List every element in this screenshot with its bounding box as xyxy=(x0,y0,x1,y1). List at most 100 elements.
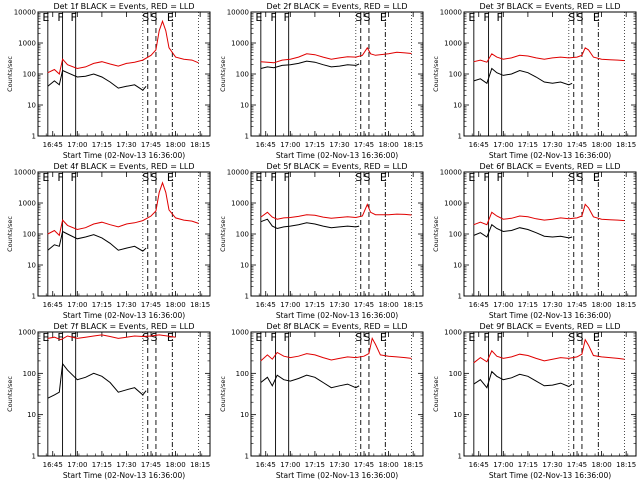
x-tick-label: 17:45 xyxy=(567,141,587,149)
x-tick-label: 16:45 xyxy=(256,461,276,469)
x-tick-label: 17:45 xyxy=(141,301,161,309)
chart-title: Det 1f BLACK = Events, RED = LLD xyxy=(53,2,194,11)
series-line-black xyxy=(47,230,147,252)
event-marker-label: E xyxy=(468,11,475,24)
y-tick-label: 10 xyxy=(27,262,36,270)
x-tick-label: 16:45 xyxy=(256,141,276,149)
event-marker-label: E xyxy=(167,171,174,184)
x-tick-label: 17:30 xyxy=(542,301,562,309)
x-tick-label: 18:00 xyxy=(166,461,186,469)
x-tick-label: 17:30 xyxy=(116,301,136,309)
x-axis-label: Start Time (02-Nov-13 16:36:00) xyxy=(489,311,611,320)
x-tick-label: 18:00 xyxy=(592,461,612,469)
x-tick-label: 17:45 xyxy=(141,461,161,469)
chart-panel-5: Det 5f BLACK = Events, RED = LLD Start Ti… xyxy=(219,162,424,320)
x-tick-label: 18:00 xyxy=(379,141,399,149)
event-marker-label: S xyxy=(568,11,575,24)
x-axis-label: Start Time (02-Nov-13 16:36:00) xyxy=(276,311,398,320)
series-line-black xyxy=(473,67,573,86)
event-marker-label: F xyxy=(71,11,77,24)
event-marker-label: S xyxy=(142,11,149,24)
y-axis-label: Counts/sec xyxy=(432,376,440,412)
x-tick-label: 17:45 xyxy=(354,461,374,469)
event-marker-label: S xyxy=(363,11,370,24)
x-tick-label: 18:00 xyxy=(592,141,612,149)
y-tick-label: 10 xyxy=(453,262,462,270)
event-marker-label: E xyxy=(255,11,262,24)
y-tick-label: 10 xyxy=(453,411,462,419)
chart-panel-1: Det 1f BLACK = Events, RED = LLD Start Ti… xyxy=(6,2,211,160)
x-tick-label: 18:00 xyxy=(592,301,612,309)
y-tick-label: 10 xyxy=(27,102,36,110)
x-tick-label: 17:45 xyxy=(354,301,374,309)
plot-frame xyxy=(37,171,211,297)
x-tick-label: 17:00 xyxy=(67,461,87,469)
y-axis-label: Counts/sec xyxy=(219,216,227,252)
y-tick-label: 1000 xyxy=(231,40,249,48)
x-tick-label: 18:15 xyxy=(616,141,636,149)
y-tick-label: 1000 xyxy=(444,40,462,48)
x-axis-label: Start Time (02-Nov-13 16:36:00) xyxy=(63,471,185,480)
event-marker-label: E xyxy=(42,11,49,24)
plot-frame xyxy=(250,171,424,297)
x-tick-label: 18:00 xyxy=(166,141,186,149)
y-axis-label: Counts/sec xyxy=(432,56,440,92)
event-marker-label: F xyxy=(71,171,77,184)
x-tick-label: 18:00 xyxy=(379,301,399,309)
event-marker-label: E xyxy=(380,171,387,184)
event-marker-label: E xyxy=(593,331,600,344)
x-tick-label: 17:15 xyxy=(305,461,325,469)
x-tick-label: 16:45 xyxy=(469,141,489,149)
x-tick-label: 18:15 xyxy=(403,141,423,149)
x-tick-label: 17:00 xyxy=(493,141,513,149)
series-line-black xyxy=(47,69,147,91)
y-tick-label: 100 xyxy=(236,370,249,378)
y-tick-label: 1000 xyxy=(18,329,36,337)
series-line-black xyxy=(260,60,360,69)
event-marker-label: F xyxy=(497,11,503,24)
event-marker-label: S xyxy=(142,331,149,344)
event-marker-label: E xyxy=(380,331,387,344)
y-tick-label: 1000 xyxy=(231,329,249,337)
x-axis-label: Start Time (02-Nov-13 16:36:00) xyxy=(276,151,398,160)
x-tick-label: 17:00 xyxy=(67,301,87,309)
y-tick-label: 100 xyxy=(23,231,36,239)
y-axis-label: Counts/sec xyxy=(432,216,440,252)
series-line-red xyxy=(47,19,199,75)
event-marker-label: E xyxy=(167,11,174,24)
x-tick-label: 17:30 xyxy=(542,141,562,149)
chart-title: Det 7f BLACK = Events, RED = LLD xyxy=(53,322,194,331)
chart-panel-8: Det 8f BLACK = Events, RED = LLD Start Ti… xyxy=(219,322,424,480)
y-axis-label: Counts/sec xyxy=(6,216,14,252)
x-tick-label: 17:00 xyxy=(493,301,513,309)
y-tick-label: 1000 xyxy=(444,329,462,337)
y-axis-label: Counts/sec xyxy=(219,56,227,92)
event-marker-label: F xyxy=(497,171,503,184)
x-tick-label: 17:15 xyxy=(92,141,112,149)
event-marker-label: S xyxy=(568,331,575,344)
event-marker-label: S xyxy=(576,171,583,184)
chart-panel-3: Det 3f BLACK = Events, RED = LLD Start Ti… xyxy=(432,2,637,160)
x-tick-label: 17:30 xyxy=(116,461,136,469)
x-tick-label: 17:00 xyxy=(280,461,300,469)
y-tick-label: 1000 xyxy=(18,200,36,208)
y-tick-label: 1 xyxy=(32,133,36,141)
event-marker-label: E xyxy=(380,11,387,24)
x-axis-label: Start Time (02-Nov-13 16:36:00) xyxy=(489,471,611,480)
chart-panel-6: Det 6f BLACK = Events, RED = LLD Start Ti… xyxy=(432,162,637,320)
x-tick-label: 18:15 xyxy=(403,301,423,309)
event-marker-label: S xyxy=(363,331,370,344)
series-line-black xyxy=(47,362,147,399)
x-tick-label: 16:45 xyxy=(43,301,63,309)
event-marker-label: F xyxy=(57,331,63,344)
y-tick-label: 1000 xyxy=(444,200,462,208)
event-marker-label: E xyxy=(593,171,600,184)
x-tick-label: 18:15 xyxy=(190,301,210,309)
y-tick-label: 10000 xyxy=(440,169,462,177)
x-tick-label: 17:00 xyxy=(67,141,87,149)
x-tick-label: 18:15 xyxy=(616,461,636,469)
event-marker-label: F xyxy=(284,11,290,24)
x-tick-label: 17:45 xyxy=(567,461,587,469)
event-marker-label: S xyxy=(576,331,583,344)
